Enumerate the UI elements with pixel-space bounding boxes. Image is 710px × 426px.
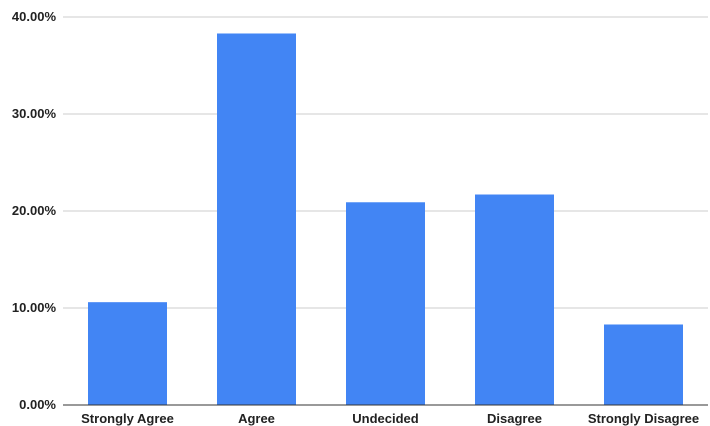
bar-disagree <box>475 194 554 405</box>
bar-agree <box>217 33 296 406</box>
y-tick-label: 30.00% <box>12 106 57 121</box>
x-category-label: Undecided <box>352 411 419 426</box>
bars <box>88 33 683 406</box>
bar-undecided <box>346 202 425 405</box>
y-tick-label: 0.00% <box>19 397 56 412</box>
y-axis-tick-labels: 0.00% 10.00% 20.00% 30.00% 40.00% <box>12 9 57 412</box>
y-tick-label: 10.00% <box>12 300 57 315</box>
x-category-label: Disagree <box>487 411 542 426</box>
bar-strongly-disagree <box>604 324 683 405</box>
x-category-label: Strongly Disagree <box>588 411 699 426</box>
x-category-label: Strongly Agree <box>81 411 174 426</box>
x-category-label: Agree <box>238 411 275 426</box>
y-tick-label: 40.00% <box>12 9 57 24</box>
x-axis-category-labels: Strongly Agree Agree Undecided Disagree Stro… <box>81 411 699 426</box>
y-tick-label: 20.00% <box>12 203 57 218</box>
bar-strongly-agree <box>88 302 167 405</box>
